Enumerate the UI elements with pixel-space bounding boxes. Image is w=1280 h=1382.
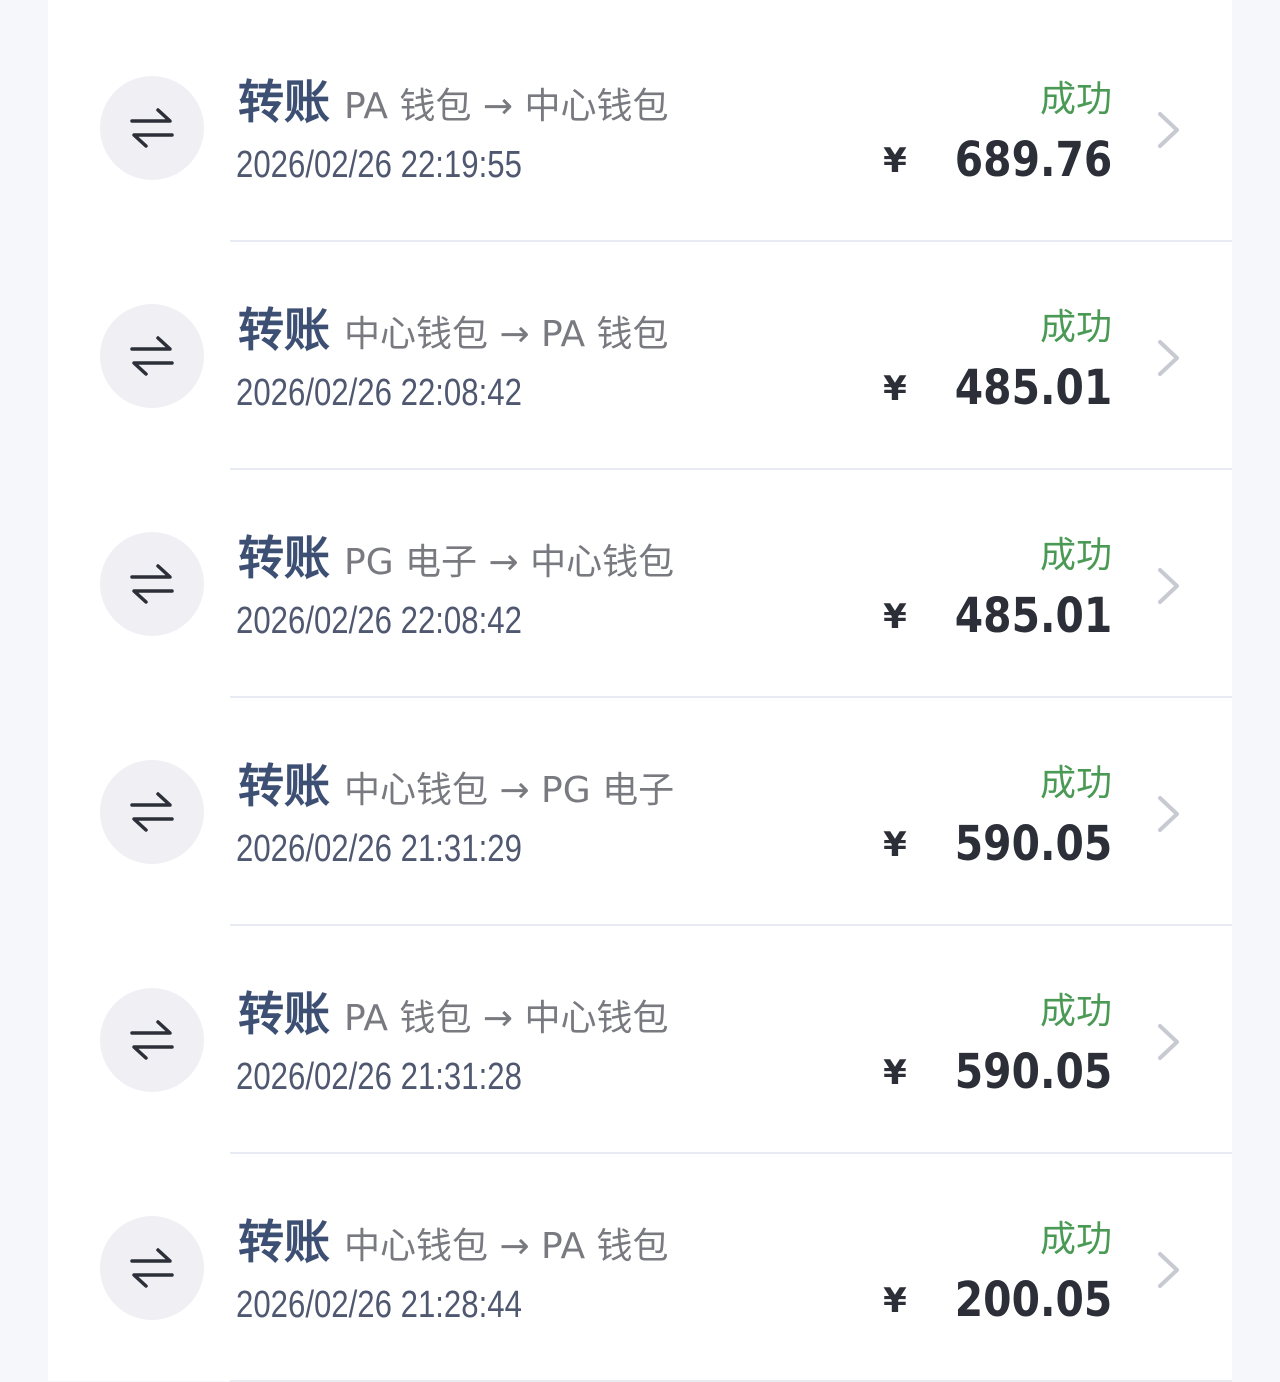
transaction-time: 2026/02/26 21:31:29 (236, 828, 522, 870)
chevron-right-icon[interactable] (1156, 338, 1182, 378)
status-badge: 成功 (1039, 307, 1112, 348)
transaction-amount: ¥200.05 (883, 1272, 1112, 1328)
transaction-route: PG 电子 → 中心钱包 (344, 542, 675, 583)
transaction-amount: ¥485.01 (883, 360, 1112, 416)
transfer-icon (100, 1216, 204, 1320)
transaction-title: 转账 中心钱包 → PA 钱包 (238, 1206, 669, 1272)
transfer-icon (100, 532, 204, 636)
transaction-time: 2026/02/26 22:08:42 (236, 600, 522, 642)
transfer-icon (100, 76, 204, 180)
status-badge: 成功 (1039, 991, 1112, 1032)
transaction-row[interactable]: 转账 PG 电子 → 中心钱包 2026/02/26 22:08:42 成功 ¥4… (48, 470, 1232, 698)
chevron-right-icon[interactable] (1156, 566, 1182, 606)
transaction-amount: ¥485.01 (883, 588, 1112, 644)
transaction-title: 转账 中心钱包 → PA 钱包 (238, 294, 669, 360)
transaction-type: 转账 (238, 1215, 330, 1269)
transaction-route: 中心钱包 → PG 电子 (344, 770, 675, 811)
amount-value: 590.05 (954, 816, 1112, 872)
transaction-type: 转账 (238, 75, 330, 129)
transaction-row[interactable]: 转账 中心钱包 → PG 电子 2026/02/26 21:31:29 成功 ¥5… (48, 698, 1232, 926)
transaction-amount: ¥590.05 (883, 1044, 1112, 1100)
transaction-list: 转账 PA 钱包 → 中心钱包 2026/02/26 22:19:55 成功 ¥6… (48, 0, 1232, 1382)
transaction-time: 2026/02/26 21:31:28 (236, 1056, 522, 1098)
transfer-icon (100, 760, 204, 864)
chevron-right-icon[interactable] (1156, 794, 1182, 834)
transaction-type: 转账 (238, 987, 330, 1041)
transaction-time: 2026/02/26 21:28:44 (236, 1284, 522, 1326)
transaction-route: PA 钱包 → 中心钱包 (344, 998, 669, 1039)
currency-symbol: ¥ (883, 1281, 907, 1321)
amount-value: 485.01 (954, 588, 1112, 644)
transfer-icon (100, 304, 204, 408)
status-badge: 成功 (1039, 763, 1112, 804)
currency-symbol: ¥ (883, 597, 907, 637)
chevron-right-icon[interactable] (1156, 110, 1182, 150)
currency-symbol: ¥ (883, 369, 907, 409)
transfer-icon (100, 988, 204, 1092)
transaction-title: 转账 PA 钱包 → 中心钱包 (238, 66, 669, 132)
row-divider (230, 468, 1232, 470)
transaction-route: 中心钱包 → PA 钱包 (344, 1226, 669, 1267)
chevron-right-icon[interactable] (1156, 1022, 1182, 1062)
transaction-title: 转账 PA 钱包 → 中心钱包 (238, 978, 669, 1044)
transaction-route: 中心钱包 → PA 钱包 (344, 314, 669, 355)
row-divider (230, 696, 1232, 698)
transaction-route: PA 钱包 → 中心钱包 (344, 86, 669, 127)
transaction-amount: ¥689.76 (883, 132, 1112, 188)
status-badge: 成功 (1039, 1219, 1112, 1260)
amount-value: 689.76 (954, 132, 1112, 188)
transaction-title: 转账 中心钱包 → PG 电子 (238, 750, 674, 816)
amount-value: 485.01 (954, 360, 1112, 416)
row-divider (230, 924, 1232, 926)
amount-value: 200.05 (954, 1272, 1112, 1328)
transaction-time: 2026/02/26 22:19:55 (236, 144, 522, 186)
transaction-type: 转账 (238, 531, 330, 585)
currency-symbol: ¥ (883, 141, 907, 181)
transaction-title: 转账 PG 电子 → 中心钱包 (238, 522, 674, 588)
transaction-amount: ¥590.05 (883, 816, 1112, 872)
currency-symbol: ¥ (883, 1053, 907, 1093)
transaction-type: 转账 (238, 759, 330, 813)
transaction-row[interactable]: 转账 PA 钱包 → 中心钱包 2026/02/26 22:19:55 成功 ¥6… (48, 14, 1232, 242)
currency-symbol: ¥ (883, 825, 907, 865)
amount-value: 590.05 (954, 1044, 1112, 1100)
row-divider (230, 1152, 1232, 1154)
row-divider (230, 240, 1232, 242)
transaction-type: 转账 (238, 303, 330, 357)
transaction-row[interactable]: 转账 中心钱包 → PA 钱包 2026/02/26 21:28:44 成功 ¥2… (48, 1154, 1232, 1382)
chevron-right-icon[interactable] (1156, 1250, 1182, 1290)
status-badge: 成功 (1039, 535, 1112, 576)
transaction-time: 2026/02/26 22:08:42 (236, 372, 522, 414)
transaction-row[interactable]: 转账 中心钱包 → PA 钱包 2026/02/26 22:08:42 成功 ¥4… (48, 242, 1232, 470)
transaction-row[interactable]: 转账 PA 钱包 → 中心钱包 2026/02/26 21:31:28 成功 ¥5… (48, 926, 1232, 1154)
status-badge: 成功 (1039, 79, 1112, 120)
